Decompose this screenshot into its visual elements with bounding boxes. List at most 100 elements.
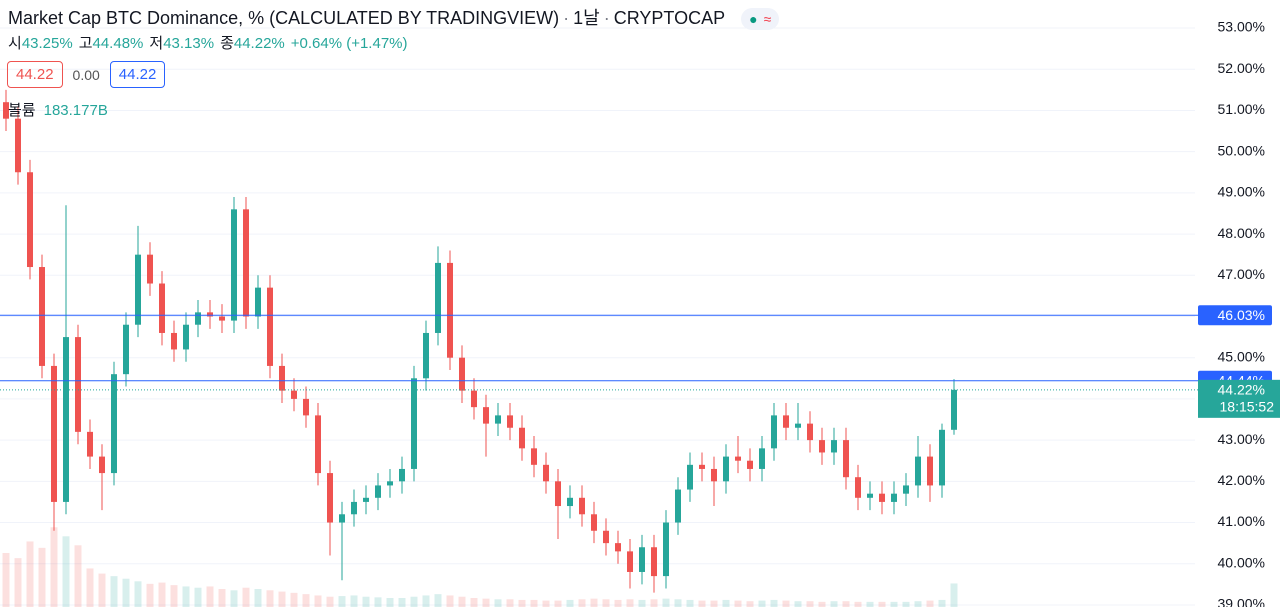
candle-body	[339, 514, 345, 523]
buy-box[interactable]: 44.22	[109, 61, 166, 88]
volume-bar	[878, 601, 886, 607]
y-tick-label: 51.00%	[1218, 101, 1265, 117]
volume-bar	[434, 594, 442, 607]
header: Market Cap BTC Dominance, % (CALCULATED …	[8, 4, 780, 31]
volume-bar	[182, 586, 190, 607]
candle-body	[939, 429, 945, 486]
volume-bar	[710, 600, 718, 607]
candle-body	[651, 547, 657, 577]
y-tick-label: 52.00%	[1218, 60, 1265, 76]
volume-bar	[194, 587, 202, 607]
candle-body	[75, 337, 81, 432]
volume-bar	[122, 578, 130, 607]
candle-body	[255, 287, 261, 317]
ohlc-label: 시	[8, 35, 22, 52]
volume-legend: 볼륨 183.177B	[8, 99, 108, 120]
volume-bar	[218, 589, 226, 607]
candle-body	[303, 398, 309, 416]
volume-bar	[794, 601, 802, 607]
volume-bar	[686, 599, 694, 607]
candle-body	[399, 468, 405, 482]
candle-body	[903, 485, 909, 494]
ohlc-value: 44.22%	[233, 35, 285, 52]
volume-bar	[254, 589, 262, 607]
candle-body	[759, 448, 765, 469]
spread: 0.00	[72, 66, 100, 83]
candle-body	[123, 324, 129, 375]
volume-bar	[302, 594, 310, 607]
volume-bar	[110, 576, 118, 607]
volume-bar	[422, 595, 430, 607]
volume-bar	[614, 599, 622, 607]
candle-body	[219, 316, 225, 321]
candle-body	[111, 374, 117, 474]
candle-body	[735, 456, 741, 461]
candle-body	[843, 440, 849, 478]
candle-body	[663, 522, 669, 577]
volume-bar	[746, 601, 754, 607]
candle-body	[387, 481, 393, 486]
candle-body	[351, 501, 357, 515]
volume-bar	[578, 599, 586, 607]
volume-bar	[338, 596, 346, 607]
candle-body	[627, 551, 633, 572]
candle-body	[279, 365, 285, 391]
candle-body	[771, 415, 777, 449]
volume-bar	[938, 599, 946, 607]
y-tick-label: 49.00%	[1218, 184, 1265, 200]
volume-bar	[134, 581, 142, 607]
price-label-box	[1198, 305, 1272, 326]
volume-title: 볼륨	[8, 102, 36, 119]
volume-bar	[458, 596, 466, 607]
y-tick-label: 45.00%	[1218, 348, 1265, 364]
candle-body	[3, 102, 9, 119]
candle-body	[231, 209, 237, 321]
sell-box[interactable]: 44.22	[7, 61, 63, 88]
volume-bar	[386, 598, 394, 607]
candle-body	[363, 497, 369, 502]
candle-body	[375, 485, 381, 498]
candle-body	[327, 473, 333, 523]
volume-bar	[506, 599, 514, 607]
candle-body	[27, 172, 33, 268]
volume-bar	[230, 590, 238, 607]
volume-bar	[698, 600, 706, 607]
volume-bar	[350, 595, 358, 607]
volume-bar	[758, 600, 766, 607]
volume-bar	[278, 591, 286, 607]
candle-body	[531, 448, 537, 465]
candle-body	[543, 464, 549, 482]
volume-bar	[26, 541, 34, 607]
y-tick-label: 47.00%	[1218, 266, 1265, 282]
candle-body	[867, 493, 873, 498]
volume-bar	[662, 598, 670, 607]
volume-bar	[38, 547, 46, 607]
volume-bar	[146, 583, 154, 607]
y-tick-label: 50.00%	[1218, 142, 1265, 158]
volume-bar	[74, 545, 82, 607]
volume-bar	[50, 527, 58, 607]
volume-bar	[914, 601, 922, 607]
volume-bar	[518, 599, 526, 607]
volume-bar	[566, 599, 574, 607]
volume-bar	[782, 600, 790, 607]
interval[interactable]: 1날	[573, 8, 600, 28]
candle-body	[483, 407, 489, 424]
candle-body	[195, 312, 201, 325]
price-label: 46.03%	[1218, 307, 1265, 323]
ohlc-label: 종	[220, 35, 234, 52]
volume-bar	[830, 601, 838, 607]
volume-bar	[62, 536, 70, 607]
status-pill[interactable]: ● ≈	[741, 8, 780, 31]
candle-body	[819, 440, 825, 453]
candle-body	[171, 332, 177, 350]
candle-body	[591, 514, 597, 531]
candle-body	[147, 254, 153, 284]
candle-body	[63, 337, 69, 502]
volume-bar	[470, 598, 478, 607]
y-tick-label: 42.00%	[1218, 472, 1265, 488]
status-icon: ≈	[763, 11, 772, 28]
volume-bar	[482, 598, 490, 607]
volume-bar	[638, 599, 646, 607]
symbol-title[interactable]: Market Cap BTC Dominance, % (CALCULATED …	[8, 8, 560, 28]
